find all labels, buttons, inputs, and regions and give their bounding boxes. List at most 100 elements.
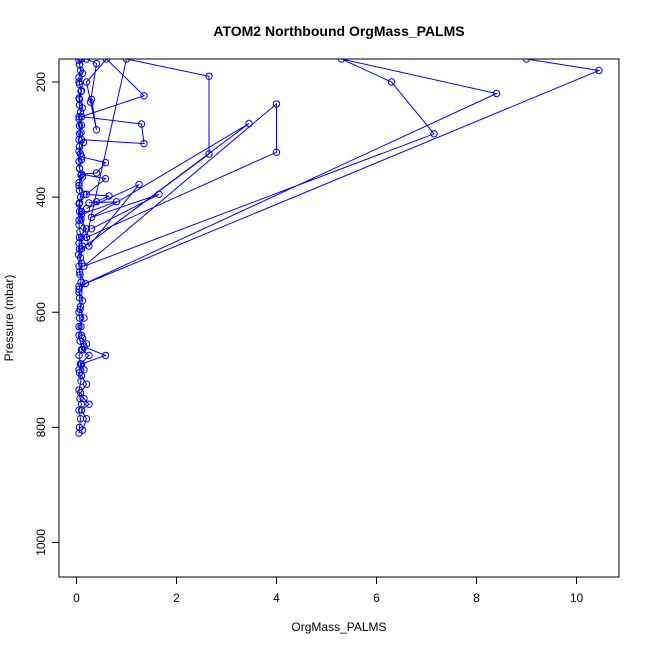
data-point [76, 228, 84, 236]
x-axis: 0 2 4 6 8 10 [73, 576, 584, 605]
data-point [387, 78, 396, 86]
data-point [75, 288, 83, 296]
series-line [81, 59, 145, 145]
data-point [75, 322, 83, 331]
x-tick-label: 8 [473, 591, 480, 605]
data-point [82, 190, 91, 199]
series-line [78, 59, 601, 287]
data-point [85, 400, 93, 408]
data-point [101, 351, 110, 360]
data-point [92, 126, 101, 134]
data-point [492, 89, 501, 98]
data-point [75, 181, 83, 190]
data-point [77, 121, 86, 129]
data-point [85, 199, 93, 207]
data-point [74, 251, 83, 259]
data-point [78, 297, 87, 305]
data-point [77, 153, 86, 161]
data-point [80, 394, 88, 403]
data-point [80, 314, 88, 322]
y-tick-label: 200 [34, 72, 48, 92]
data-point [77, 406, 86, 414]
data-point [595, 66, 603, 75]
data-point [82, 225, 91, 233]
data-point [87, 225, 96, 233]
data-point [87, 213, 96, 222]
data-point [245, 119, 253, 128]
data-point [101, 175, 110, 183]
chart-title: ATOM2 Northbound OrgMass_PALMS [213, 23, 464, 39]
data-point [75, 366, 83, 374]
data-point [82, 59, 91, 63]
data-point [77, 156, 86, 164]
data-point [82, 380, 91, 388]
y-axis: 200 400 600 800 1000 [34, 72, 60, 556]
x-axis-label: OrgMass_PALMS [291, 620, 386, 634]
data-point [77, 87, 86, 95]
data-point [122, 59, 131, 63]
data-point [77, 210, 86, 219]
data-point [75, 233, 84, 242]
data-point [75, 268, 84, 276]
data-point [205, 72, 213, 81]
data-point [75, 314, 84, 322]
data-point [75, 282, 83, 290]
data-point [77, 377, 85, 385]
data-point [76, 108, 85, 116]
y-axis-label: Pressure (mbar) [2, 275, 16, 362]
series-line [79, 337, 90, 431]
data-point [77, 245, 86, 253]
data-point [101, 158, 110, 167]
data-point [85, 351, 93, 360]
data-point [82, 415, 91, 423]
data-point [75, 95, 84, 104]
data-point [135, 180, 143, 189]
data-point [272, 148, 281, 156]
y-tick-label: 400 [34, 187, 48, 207]
data-point [137, 120, 146, 128]
x-tick-label: 6 [373, 591, 380, 605]
data-point [76, 389, 85, 397]
y-tick-label: 1000 [34, 529, 48, 556]
data-point [92, 169, 101, 177]
data-point [92, 59, 101, 68]
data-point [77, 170, 86, 178]
data-point [82, 78, 91, 86]
x-tick-label: 4 [273, 591, 280, 605]
data-point [78, 426, 87, 434]
data-point [80, 343, 88, 351]
data-point [81, 279, 90, 288]
data-point [102, 59, 111, 63]
x-tick-label: 0 [73, 591, 80, 605]
data-point [92, 198, 101, 206]
data-point [78, 69, 87, 78]
series-line [80, 156, 140, 248]
data-point [80, 262, 88, 270]
y-tick-label: 600 [34, 302, 48, 322]
data-point [76, 394, 84, 403]
data-point [77, 135, 86, 144]
x-tick-label: 2 [173, 591, 180, 605]
x-tick-label: 10 [570, 591, 584, 605]
data-point [75, 199, 84, 207]
data-point [77, 112, 86, 121]
data-point [522, 59, 531, 63]
data-point [112, 198, 121, 206]
data-point [78, 104, 87, 112]
data-point [76, 305, 84, 314]
data-point [140, 139, 148, 148]
y-tick-label: 800 [34, 417, 48, 437]
data-point [205, 150, 213, 158]
series-group [74, 59, 603, 437]
data-point [86, 98, 95, 106]
data-point [155, 190, 163, 199]
data-point [85, 242, 93, 250]
series-layer [74, 59, 603, 437]
data-point [337, 59, 346, 63]
data-point [75, 78, 83, 86]
data-point [105, 192, 113, 200]
data-point [77, 59, 86, 63]
data-point [272, 100, 281, 108]
data-point [78, 334, 87, 342]
